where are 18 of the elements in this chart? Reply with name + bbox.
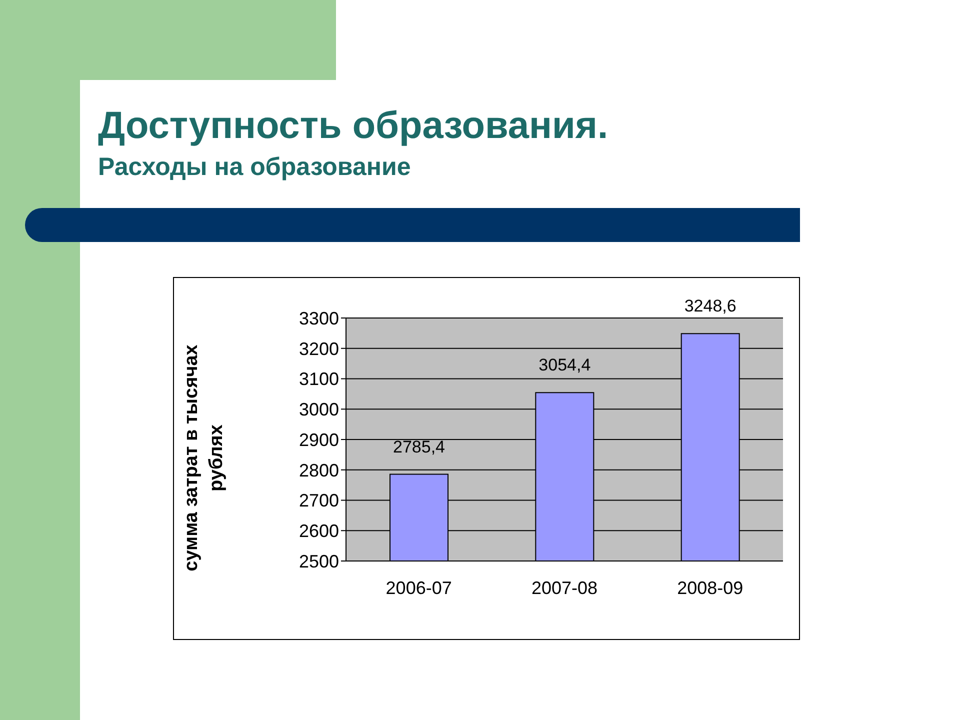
y-tick-label: 3100 bbox=[298, 369, 339, 390]
x-tick-label: 2006-07 bbox=[386, 578, 452, 598]
y-tick-label: 2700 bbox=[298, 490, 339, 511]
y-tick-label: 3200 bbox=[298, 338, 339, 359]
y-tick-label: 2600 bbox=[298, 521, 339, 542]
x-tick-label: 2007-08 bbox=[531, 578, 598, 598]
data-label: 2785,4 bbox=[393, 437, 445, 456]
chart-subtitle: Расходы на образование bbox=[98, 153, 411, 182]
y-tick-label: 2500 bbox=[298, 551, 339, 572]
y-tick-label: 2800 bbox=[298, 460, 339, 480]
data-label: 3248,6 bbox=[684, 296, 736, 316]
y-tick-label: 3300 bbox=[298, 308, 339, 328]
y-axis-title: сумма затрат в тысячах рублях bbox=[180, 344, 228, 574]
y-tick-label: 2900 bbox=[298, 430, 339, 450]
data-label: 3054,4 bbox=[538, 356, 591, 375]
y-tick-label: 3000 bbox=[298, 400, 339, 420]
chart-title: Доступность образования. bbox=[98, 105, 608, 148]
x-tick-label: 2008-09 bbox=[677, 578, 744, 598]
